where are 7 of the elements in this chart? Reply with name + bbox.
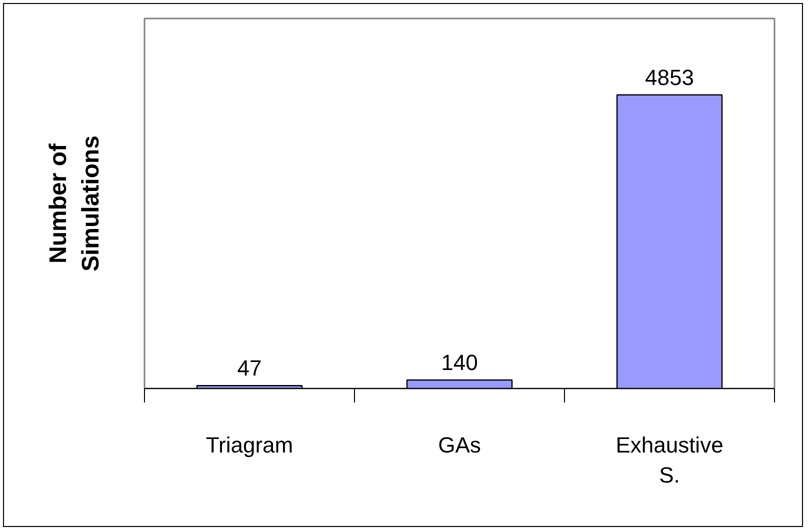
data-label: 47 xyxy=(237,356,262,381)
y-axis-title: Number of Simulations xyxy=(45,135,104,272)
data-label: 140 xyxy=(441,350,478,376)
x-tick-label: Exhaustive S. xyxy=(616,432,724,488)
x-tick-label: GAs xyxy=(438,432,481,458)
x-tick-label: Triagram xyxy=(206,432,294,458)
data-label: 4853 xyxy=(645,64,694,90)
